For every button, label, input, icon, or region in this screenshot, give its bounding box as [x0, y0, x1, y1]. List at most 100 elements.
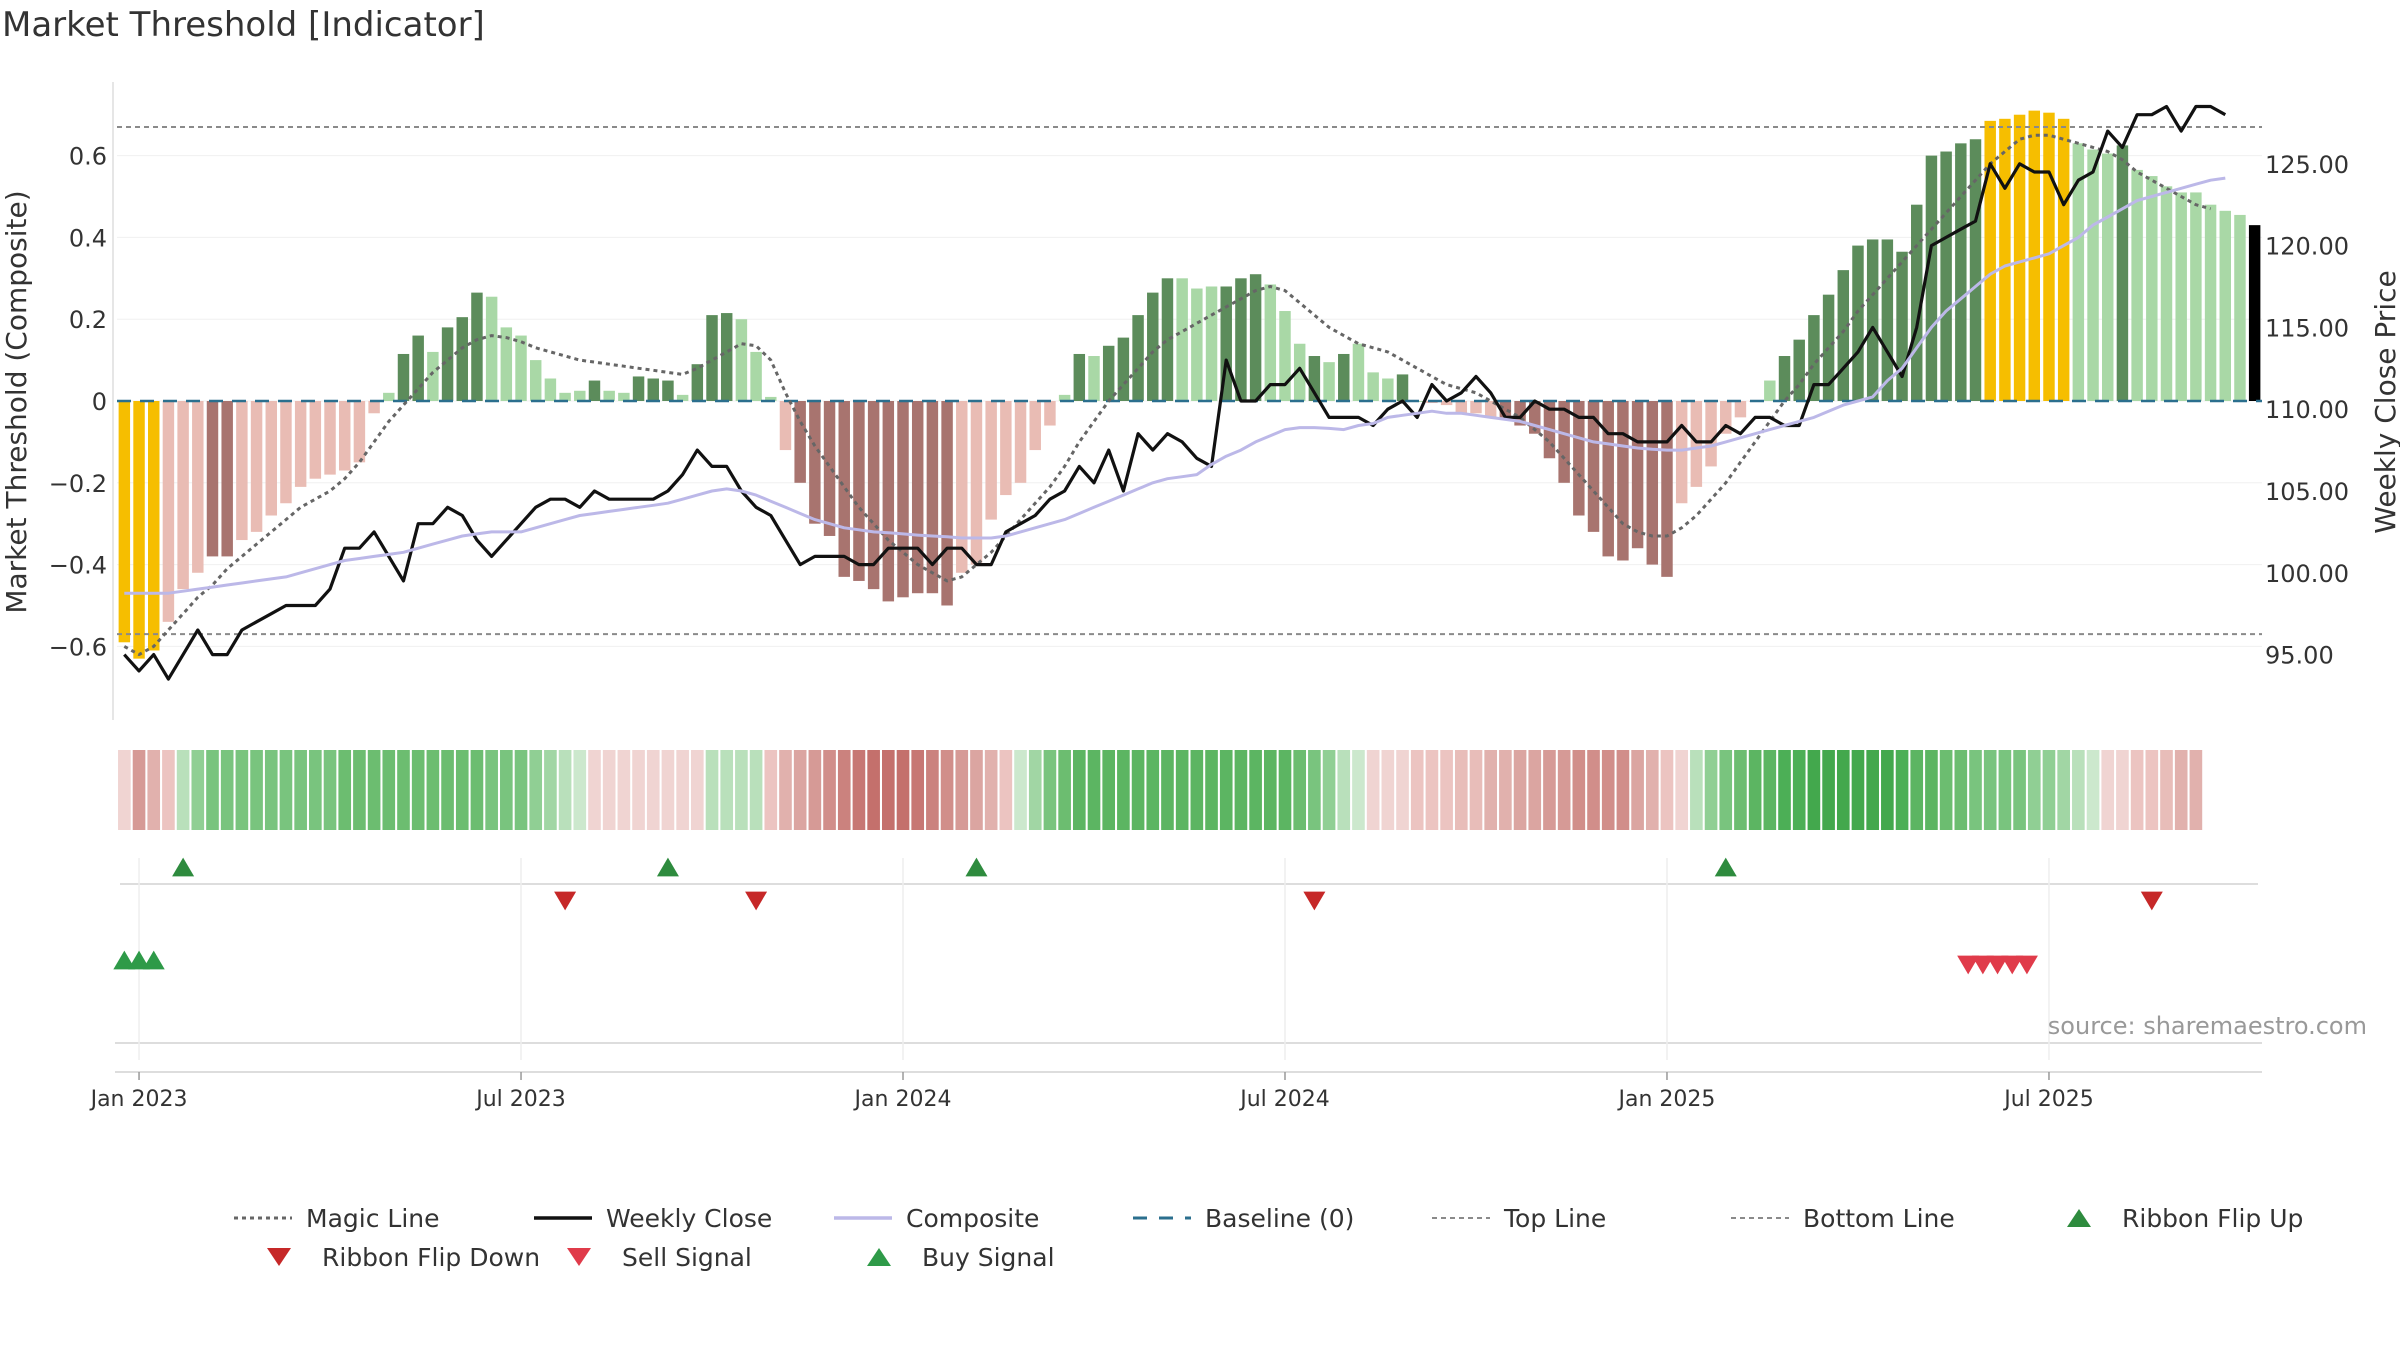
- composite-bar: [1558, 401, 1570, 483]
- ribbon-cell: [1734, 750, 1747, 830]
- ribbon-cell: [1601, 750, 1615, 830]
- ribbon-cell: [206, 750, 219, 830]
- ribbon-cell: [1748, 750, 1762, 830]
- composite-bar: [1720, 401, 1732, 434]
- ribbon-cell: [118, 750, 131, 830]
- ribbon-cell: [1836, 750, 1850, 830]
- composite-bar: [735, 319, 748, 401]
- composite-bar: [1661, 401, 1673, 577]
- ribbon-cell: [882, 750, 895, 830]
- composite-bar: [809, 401, 821, 524]
- legend-item-bottom-line: Bottom Line: [1731, 1204, 1955, 1233]
- ribbon-cell: [837, 750, 851, 830]
- ribbon-cell: [793, 750, 807, 830]
- composite-bar: [706, 315, 718, 401]
- ribbon-cell: [1102, 750, 1116, 830]
- composite-bar: [250, 401, 263, 532]
- composite-bar: [1984, 120, 1996, 401]
- ribbon-cell: [1778, 750, 1791, 830]
- composite-bar: [2013, 114, 2026, 401]
- composite-bar: [529, 360, 542, 401]
- composite-bar: [544, 378, 557, 401]
- composite-bar: [926, 401, 939, 594]
- ribbon-cell: [1925, 750, 1938, 830]
- composite-bar: [1896, 251, 1908, 401]
- composite-bar: [1000, 401, 1012, 496]
- composite-bar: [1440, 401, 1453, 406]
- composite-bar: [1617, 401, 1629, 561]
- composite-bar: [897, 401, 909, 598]
- composite-bar: [2087, 149, 2099, 401]
- composite-bar: [500, 327, 513, 401]
- ribbon-cell: [1616, 750, 1630, 830]
- composite-bar: [1705, 401, 1717, 467]
- composite-bar: [618, 392, 630, 401]
- ribbon-cell: [353, 750, 366, 830]
- ribbon-cell: [500, 750, 513, 830]
- ribbon-cell: [176, 750, 190, 830]
- ribbon-cell: [1043, 750, 1057, 830]
- legend-item-buy-signal: Buy Signal: [867, 1243, 1055, 1272]
- legend-item-baseline-0: Baseline (0): [1133, 1204, 1354, 1233]
- ribbon-cell: [1146, 750, 1160, 830]
- composite-bar: [1602, 401, 1614, 557]
- composite-bar: [368, 401, 380, 414]
- composite-bar: [1866, 239, 1879, 401]
- composite-bar: [1514, 401, 1526, 426]
- composite-bar: [1793, 339, 1805, 401]
- y-tick-label-left: 0.2: [69, 306, 107, 334]
- ribbon-cell: [676, 750, 689, 830]
- ribbon-cell: [1528, 750, 1542, 830]
- ribbon-cell: [2145, 750, 2159, 830]
- ribbon-cell: [309, 750, 322, 830]
- legend-label: Top Line: [1503, 1204, 1606, 1233]
- ribbon-cell: [397, 750, 410, 830]
- ribbon-cell: [1543, 750, 1556, 830]
- ribbon-cell: [1675, 750, 1688, 830]
- composite-bar: [1191, 288, 1203, 401]
- y-tick-label-left: −0.4: [49, 552, 107, 580]
- ribbon-cell: [1396, 750, 1409, 830]
- composite-bar: [1308, 356, 1321, 401]
- composite-bar: [1764, 380, 1776, 401]
- legend-label: Baseline (0): [1205, 1204, 1354, 1233]
- composite-bar: [1852, 245, 1864, 401]
- x-tick-label: Jan 2025: [1617, 1087, 1716, 1112]
- chart-title: Market Threshold [Indicator]: [2, 5, 485, 45]
- composite-bar: [118, 401, 131, 643]
- ribbon-cell: [1704, 750, 1718, 830]
- ribbon-cell: [1499, 750, 1512, 830]
- y-tick-label-left: 0: [92, 388, 107, 416]
- ribbon-cell: [852, 750, 866, 830]
- legend-label: Weekly Close: [606, 1204, 772, 1233]
- composite-bar: [1587, 401, 1600, 532]
- ribbon-cell: [1895, 750, 1909, 830]
- composite-bar: [1220, 286, 1232, 401]
- ribbon-cell: [544, 750, 557, 830]
- composite-bar: [162, 401, 175, 622]
- composite-bar: [1102, 345, 1115, 401]
- ribbon-cell: [1910, 750, 1924, 830]
- ribbon-cell: [1807, 750, 1821, 830]
- composite-bar: [1925, 155, 1938, 401]
- legend-label: Buy Signal: [922, 1243, 1055, 1272]
- ribbon-cell: [1998, 750, 2012, 830]
- ribbon-cell: [808, 750, 822, 830]
- ribbon-cell: [1763, 750, 1777, 830]
- composite-bar: [1573, 401, 1585, 516]
- ribbon-cell: [294, 750, 307, 830]
- ribbon-cell: [367, 750, 381, 830]
- ribbon-flip-up-marker: [965, 857, 988, 877]
- ribbon-cell: [220, 750, 234, 830]
- composite-bar: [1293, 343, 1306, 401]
- composite-bar: [2131, 169, 2143, 401]
- composite-bar: [1014, 401, 1027, 483]
- legend-item-ribbon-flip-down: Ribbon Flip Down: [267, 1243, 540, 1272]
- legend-label: Bottom Line: [1803, 1204, 1955, 1233]
- composite-bar: [867, 401, 880, 590]
- ribbon-cell: [1249, 750, 1262, 830]
- ribbon-cell: [1263, 750, 1277, 830]
- ribbon-strip: [118, 750, 2203, 830]
- ribbon-cell: [1322, 750, 1336, 830]
- ribbon-cell: [646, 750, 660, 830]
